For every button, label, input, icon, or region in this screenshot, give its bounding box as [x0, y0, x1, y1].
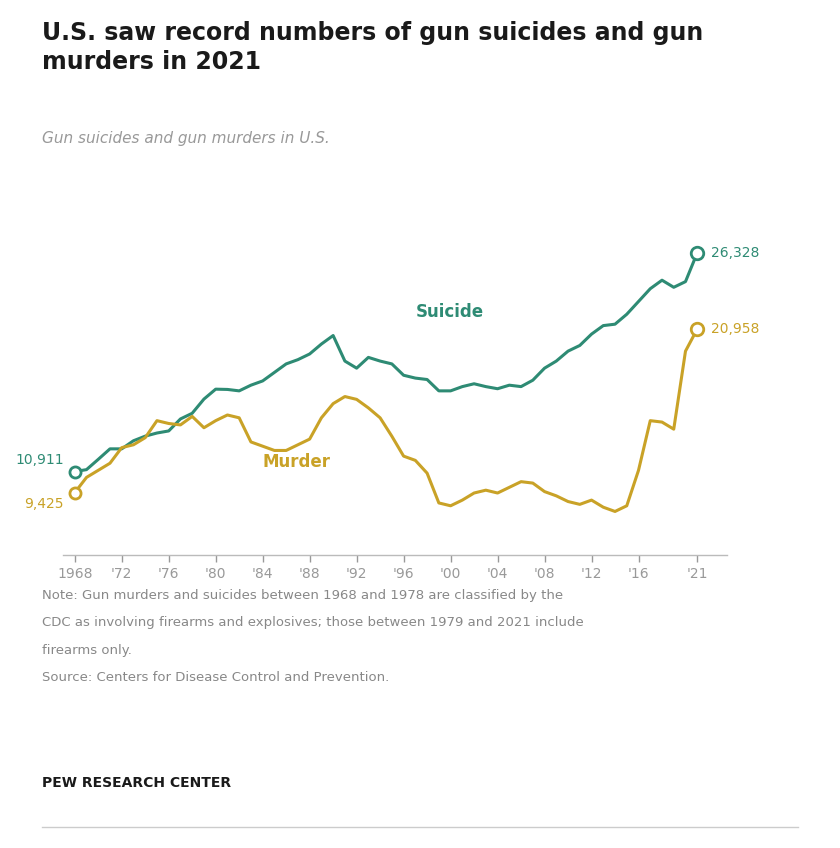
Text: 26,328: 26,328 [711, 246, 759, 259]
Text: Gun suicides and gun murders in U.S.: Gun suicides and gun murders in U.S. [42, 131, 330, 147]
Text: 10,911: 10,911 [15, 454, 64, 467]
Text: U.S. saw record numbers of gun suicides and gun
murders in 2021: U.S. saw record numbers of gun suicides … [42, 21, 703, 74]
Text: firearms only.: firearms only. [42, 644, 132, 656]
Text: Note: Gun murders and suicides between 1968 and 1978 are classified by the: Note: Gun murders and suicides between 1… [42, 589, 563, 602]
Text: Source: Centers for Disease Control and Prevention.: Source: Centers for Disease Control and … [42, 671, 389, 683]
Text: 20,958: 20,958 [711, 322, 759, 336]
Text: PEW RESEARCH CENTER: PEW RESEARCH CENTER [42, 776, 231, 790]
Text: 9,425: 9,425 [24, 497, 64, 510]
Text: Suicide: Suicide [415, 303, 484, 321]
Text: CDC as involving firearms and explosives; those between 1979 and 2021 include: CDC as involving firearms and explosives… [42, 616, 584, 629]
Text: Murder: Murder [263, 454, 331, 471]
